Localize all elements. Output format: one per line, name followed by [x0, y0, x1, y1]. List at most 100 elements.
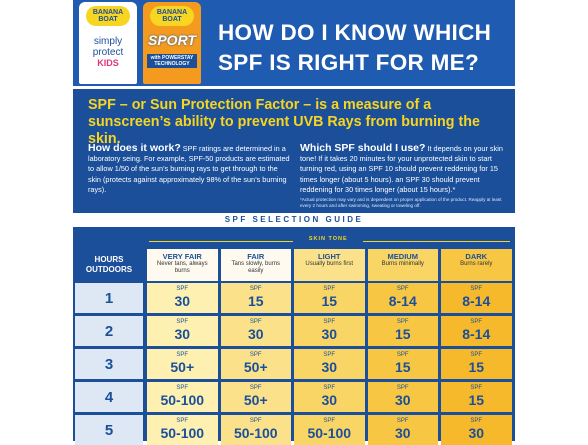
tone-name: FAIR	[247, 252, 265, 261]
spf-label: SPF	[176, 352, 189, 358]
spf-value: 30	[394, 392, 411, 408]
spf-label: SPF	[470, 418, 483, 424]
spf-value: 30	[321, 392, 338, 408]
spf-value: 30	[174, 293, 191, 309]
spf-cell: SPF 8-14	[441, 283, 512, 313]
spf-value: 30	[468, 425, 485, 441]
spf-cell: SPF 50-100	[147, 382, 218, 412]
spf-cell: SPF 8-14	[367, 283, 438, 313]
spf-value: 30	[321, 326, 338, 342]
spf-label: SPF	[323, 385, 336, 391]
spf-label: SPF	[396, 385, 409, 391]
hours-cell: 2	[75, 316, 143, 346]
spf-value: 50-100	[233, 425, 278, 441]
spf-value: 8-14	[462, 326, 491, 342]
spf-cell: SPF 30	[294, 316, 365, 346]
spf-value: 50-100	[307, 425, 352, 441]
spf-label: SPF	[470, 286, 483, 292]
column-heading: Which SPF should I use?	[300, 142, 426, 154]
spf-cell: SPF 30	[294, 349, 365, 379]
tone-header: LIGHT Usually burns first	[294, 249, 365, 281]
spf-table: SKIN TONE HOURS OUTDOORS VERY FAIR Never ta…	[73, 227, 515, 445]
title-line: HOW DO I KNOW WHICH	[218, 20, 492, 45]
spf-cell: SPF 50-100	[294, 415, 365, 445]
spf-value: 8-14	[462, 293, 491, 309]
spf-label: SPF	[396, 319, 409, 325]
spf-cell: SPF 50+	[220, 382, 291, 412]
spf-label: SPF	[176, 418, 189, 424]
spf-label: SPF	[176, 286, 189, 292]
spf-cell: SPF 8-14	[441, 316, 512, 346]
tone-header: FAIR Tans slowly, burns easily	[220, 249, 291, 281]
spf-label: SPF	[396, 352, 409, 358]
spf-cell: SPF 15	[367, 316, 438, 346]
product-sub: KIDS	[97, 58, 119, 68]
spf-label: SPF	[249, 385, 262, 391]
spf-cell: SPF 30	[441, 415, 512, 445]
column-body: It depends on your skin tone! If it take…	[300, 144, 503, 194]
spf-cell: SPF 15	[220, 283, 291, 313]
product-sub: with POWERSTAY TECHNOLOGY	[147, 54, 197, 68]
spf-label: SPF	[249, 286, 262, 292]
column-body: SPF ratings are determined in a laborato…	[88, 144, 290, 194]
spf-label: SPF	[396, 286, 409, 292]
spf-value: 50+	[243, 359, 268, 375]
spf-cell: SPF 15	[294, 283, 365, 313]
spf-cell: SPF 30	[147, 283, 218, 313]
hours-cell: 1	[75, 283, 143, 313]
spf-cell: SPF 30	[367, 382, 438, 412]
spf-label: SPF	[396, 418, 409, 424]
hours-cell: 4	[75, 382, 143, 412]
spf-value: 15	[321, 293, 338, 309]
product-name: SPORT	[148, 32, 196, 48]
brand-logo: BANANA BOAT	[86, 6, 130, 26]
spf-value: 50-100	[160, 392, 205, 408]
spf-cell: SPF 50-100	[220, 415, 291, 445]
spf-label: SPF	[323, 418, 336, 424]
column-heading: How does it work?	[88, 142, 181, 154]
spf-label: SPF	[470, 385, 483, 391]
spf-value: 15	[394, 326, 411, 342]
info-panel	[73, 89, 515, 213]
spf-label: SPF	[470, 352, 483, 358]
product-right: BANANA BOAT SPORT with POWERSTAY TECHNOL…	[143, 2, 201, 84]
spf-value: 15	[468, 359, 485, 375]
spf-cell: SPF 30	[367, 415, 438, 445]
spf-label: SPF	[470, 319, 483, 325]
spf-value: 30	[174, 326, 191, 342]
tone-name: MEDIUM	[387, 252, 418, 261]
tone-desc: Burns minimally	[381, 261, 424, 267]
title-line: SPF IS RIGHT FOR ME?	[218, 50, 480, 75]
spf-cell: SPF 15	[441, 382, 512, 412]
info-column: Which SPF should I use? It depends on yo…	[300, 143, 508, 209]
brand-logo: BANANA BOAT	[150, 6, 194, 26]
spf-value: 50-100	[160, 425, 205, 441]
product-left: BANANA BOAT simply protect KIDS	[79, 2, 137, 84]
spf-cell: SPF 50+	[220, 349, 291, 379]
footnote: *Actual protection may vary and is depen…	[300, 197, 502, 209]
spf-cell: SPF 30	[294, 382, 365, 412]
spf-value: 30	[321, 359, 338, 375]
skin-tone-label: SKIN TONE	[293, 236, 364, 242]
tone-name: VERY FAIR	[162, 252, 202, 261]
spf-value: 30	[247, 326, 264, 342]
spf-label: SPF	[323, 352, 336, 358]
tone-header: MEDIUM Burns minimally	[367, 249, 438, 281]
spf-value: 15	[247, 293, 264, 309]
spf-label: SPF	[249, 352, 262, 358]
top-banner: BANANA BOAT simply protect KIDS BANANA B…	[73, 0, 515, 86]
spf-label: SPF	[249, 319, 262, 325]
hours-cell: 5	[75, 415, 143, 445]
spf-cell: SPF 30	[147, 316, 218, 346]
product-name: simply protect	[92, 36, 124, 58]
spf-cell: SPF 50+	[147, 349, 218, 379]
spf-value: 50+	[243, 392, 268, 408]
tone-header: VERY FAIR Never tans, always burns	[147, 249, 218, 281]
spf-value: 30	[394, 425, 411, 441]
tone-desc: Usually burns first	[305, 261, 354, 267]
spf-value: 8-14	[388, 293, 417, 309]
spf-label: SPF	[249, 418, 262, 424]
tone-desc: Tans slowly, burns easily	[231, 261, 281, 274]
tone-desc: Never tans, always burns	[156, 261, 208, 274]
